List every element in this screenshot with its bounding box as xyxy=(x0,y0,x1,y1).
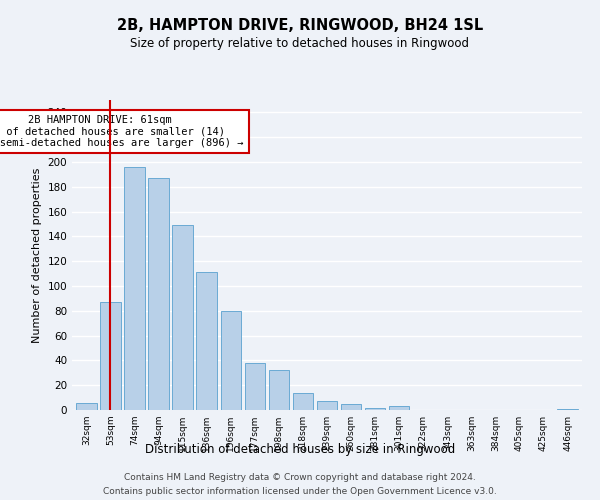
Bar xyxy=(124,167,145,410)
Bar xyxy=(196,272,217,410)
Bar xyxy=(221,311,241,410)
Bar xyxy=(100,302,121,410)
Text: Contains HM Land Registry data © Crown copyright and database right 2024.: Contains HM Land Registry data © Crown c… xyxy=(124,472,476,482)
Bar xyxy=(341,404,361,410)
Text: 2B HAMPTON DRIVE: 61sqm
← 2% of detached houses are smaller (14)
98% of semi-det: 2B HAMPTON DRIVE: 61sqm ← 2% of detached… xyxy=(0,115,244,148)
Bar xyxy=(76,402,97,410)
Bar xyxy=(245,363,265,410)
Bar xyxy=(365,408,385,410)
Text: Contains public sector information licensed under the Open Government Licence v3: Contains public sector information licen… xyxy=(103,488,497,496)
Bar xyxy=(293,392,313,410)
Text: Size of property relative to detached houses in Ringwood: Size of property relative to detached ho… xyxy=(131,38,470,51)
Bar xyxy=(148,178,169,410)
Bar xyxy=(172,225,193,410)
Bar xyxy=(389,406,409,410)
Bar xyxy=(269,370,289,410)
Bar xyxy=(557,409,578,410)
Y-axis label: Number of detached properties: Number of detached properties xyxy=(32,168,42,342)
Bar xyxy=(317,402,337,410)
Text: Distribution of detached houses by size in Ringwood: Distribution of detached houses by size … xyxy=(145,442,455,456)
Text: 2B, HAMPTON DRIVE, RINGWOOD, BH24 1SL: 2B, HAMPTON DRIVE, RINGWOOD, BH24 1SL xyxy=(117,18,483,32)
